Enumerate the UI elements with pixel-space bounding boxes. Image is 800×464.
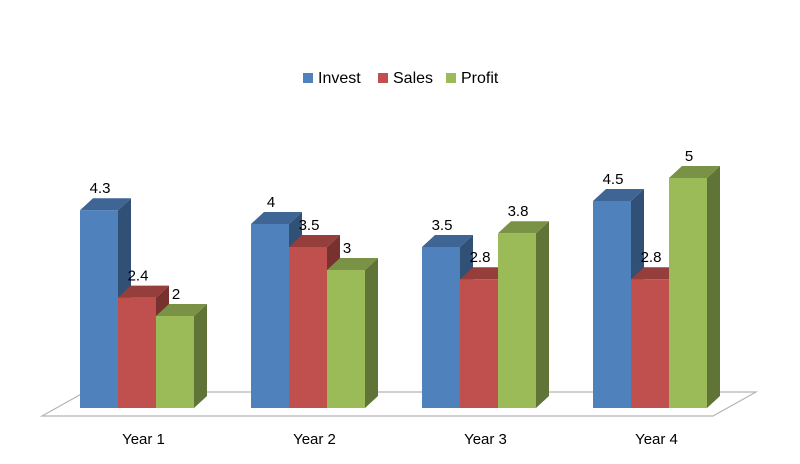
legend-item-invest: Invest: [303, 70, 361, 87]
bar-front-face: [327, 270, 365, 408]
bar-top-face: [118, 285, 169, 298]
bar-profit-year-2: [327, 258, 378, 408]
legend-item-sales: Sales: [378, 70, 433, 87]
bar-top-face: [498, 221, 549, 234]
bar-front-face: [593, 201, 631, 408]
bar-top-face: [669, 166, 720, 178]
data-label-profit-year-1: 2: [172, 286, 180, 303]
bars: [80, 166, 720, 408]
bar-front-face: [498, 233, 536, 408]
bar-top-face: [156, 304, 207, 316]
category-label-year-2: Year 2: [293, 431, 336, 448]
data-label-invest-year-4: 4.5: [603, 171, 624, 188]
bar-side-face: [365, 258, 378, 408]
bar-profit-year-4: [669, 166, 720, 408]
bar-profit-year-1: [156, 304, 207, 408]
bar-top-face: [327, 258, 378, 270]
data-label-profit-year-2: 3: [343, 240, 351, 257]
bar-front-face: [251, 224, 289, 408]
data-label-sales-year-3: 2.8: [470, 249, 491, 266]
category-label-year-4: Year 4: [635, 431, 678, 448]
legend-swatch: [378, 73, 388, 83]
bar-front-face: [422, 247, 460, 408]
bar-side-face: [194, 304, 207, 408]
bar-profit-year-3: [498, 221, 549, 408]
bar-top-face: [593, 189, 644, 201]
data-label-sales-year-2: 3.5: [299, 217, 320, 234]
data-label-sales-year-4: 2.8: [641, 249, 662, 266]
bar-top-face: [251, 212, 302, 224]
legend-item-profit: Profit: [446, 70, 499, 87]
bar-front-face: [289, 247, 327, 408]
legend-swatch: [446, 73, 456, 83]
data-label-invest-year-2: 4: [267, 194, 275, 211]
data-label-invest-year-1: 4.3: [90, 180, 111, 197]
bar-top-face: [422, 235, 473, 247]
data-labels: 4.3 2.4 2 4 3.5 3 3.5 2.8 3.8 4.5 2.8 5: [90, 148, 694, 303]
bar-top-face: [80, 198, 131, 211]
data-label-profit-year-3: 3.8: [508, 203, 529, 220]
chart-floor: [39, 391, 759, 417]
bar-front-face: [460, 279, 498, 408]
legend-label: Invest: [318, 70, 361, 87]
legend-swatch: [303, 73, 313, 83]
category-labels: Year 1 Year 2 Year 3 Year 4: [122, 431, 678, 448]
data-label-profit-year-4: 5: [685, 148, 693, 165]
bar-front-face: [631, 279, 669, 408]
bar-top-face: [289, 235, 340, 247]
data-label-sales-year-1: 2.4: [128, 268, 149, 285]
bar-front-face: [80, 210, 118, 408]
legend: Invest Sales Profit: [303, 70, 499, 87]
data-label-invest-year-3: 3.5: [432, 217, 453, 234]
legend-label: Profit: [461, 70, 499, 87]
bar-front-face: [118, 297, 156, 408]
floor-plane: [39, 391, 759, 417]
category-label-year-3: Year 3: [464, 431, 507, 448]
category-label-year-1: Year 1: [122, 431, 165, 448]
bar-side-face: [707, 166, 720, 408]
legend-label: Sales: [393, 70, 433, 87]
bar-side-face: [536, 221, 549, 408]
bar-front-face: [669, 178, 707, 408]
bar-front-face: [156, 316, 194, 408]
